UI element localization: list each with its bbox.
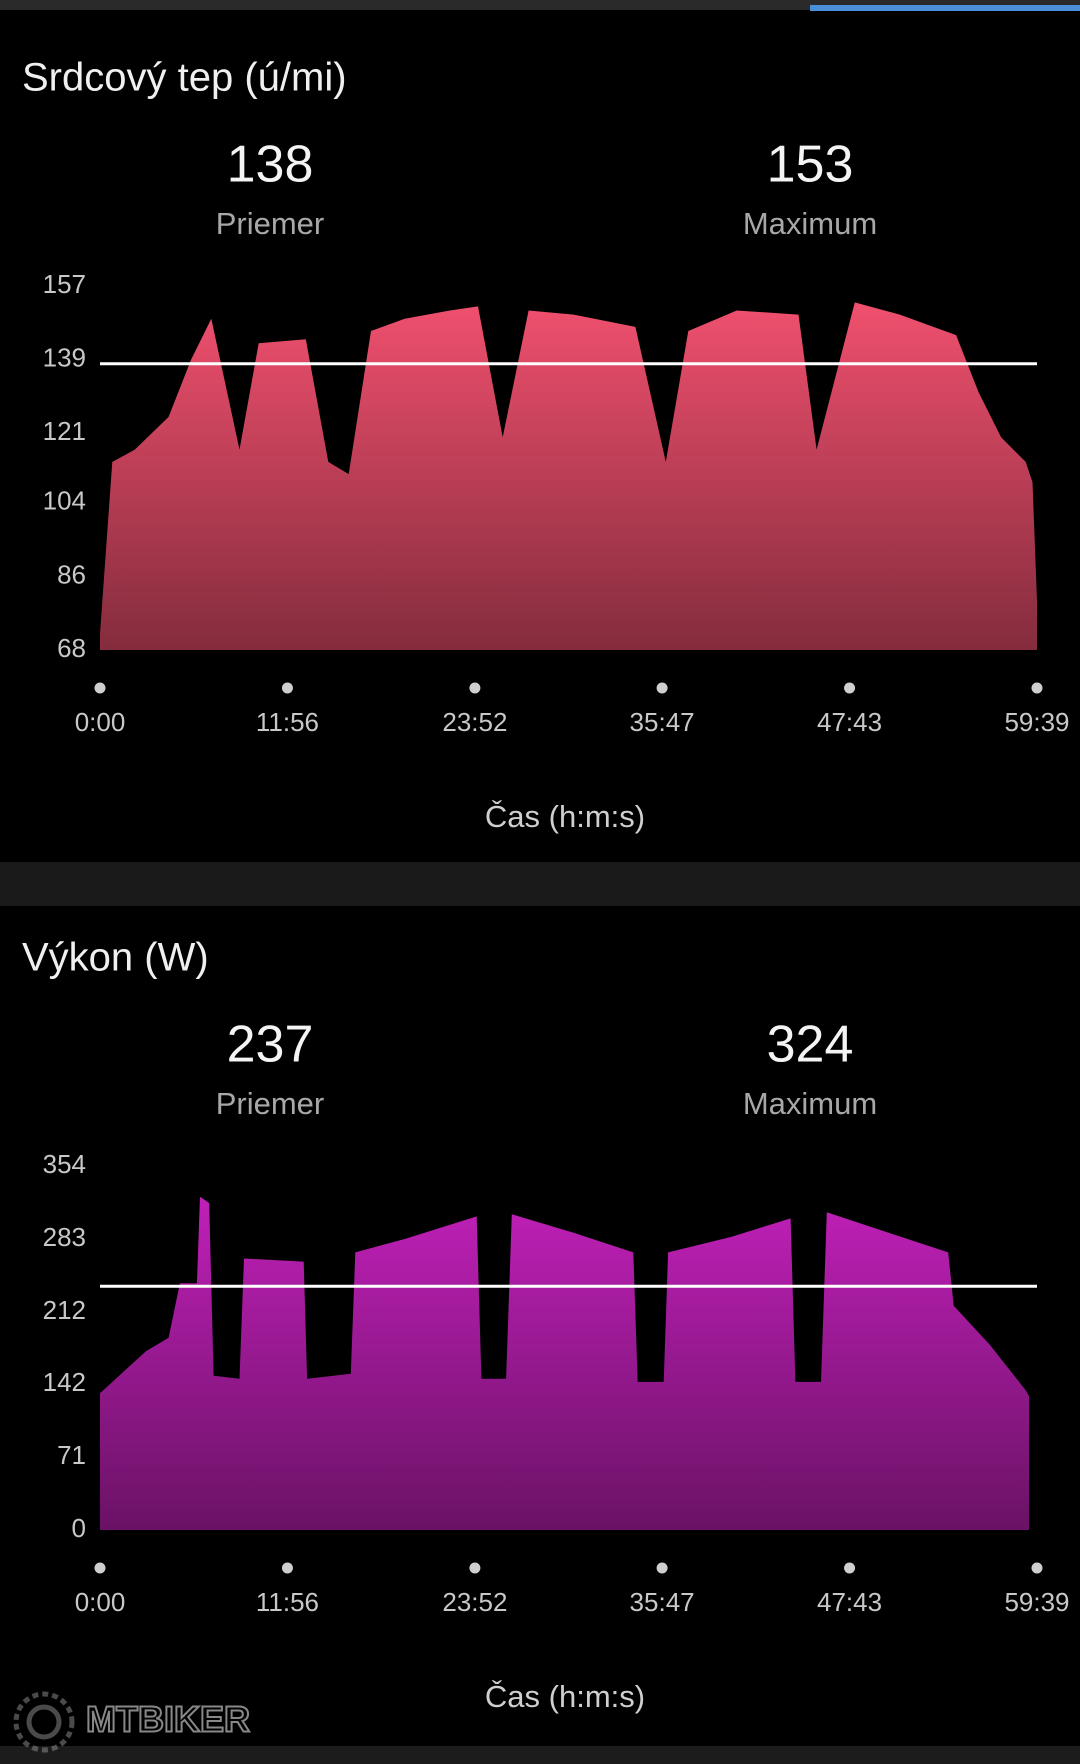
chart-title: Výkon (W) bbox=[22, 936, 209, 980]
y-tick-label: 157 bbox=[43, 269, 86, 299]
y-tick-label: 139 bbox=[43, 342, 86, 372]
x-axis-title: Čas (h:m:s) bbox=[485, 799, 645, 834]
x-tick-label: 47:43 bbox=[817, 707, 882, 737]
x-axis-title: Čas (h:m:s) bbox=[485, 1679, 645, 1714]
x-tick-label: 11:56 bbox=[256, 1587, 319, 1617]
progress-indicator bbox=[810, 5, 1080, 11]
stat-label: Maximum bbox=[743, 206, 877, 241]
x-tick-dot bbox=[469, 1562, 481, 1574]
x-tick-label: 0:00 bbox=[75, 1587, 126, 1617]
section-divider bbox=[0, 862, 1080, 906]
x-tick-dot bbox=[844, 682, 856, 694]
stat-label: Priemer bbox=[216, 1086, 325, 1121]
x-tick-dot bbox=[844, 1562, 856, 1574]
bottom-bar bbox=[0, 1746, 1080, 1764]
watermark-logo bbox=[13, 1691, 75, 1753]
x-tick-dot bbox=[94, 682, 106, 694]
x-tick-dot bbox=[1031, 1562, 1043, 1574]
stat-label: Priemer bbox=[216, 206, 325, 241]
x-tick-label: 23:52 bbox=[442, 707, 507, 737]
x-tick-dot bbox=[656, 1562, 668, 1574]
area bbox=[100, 302, 1037, 650]
y-tick-label: 354 bbox=[43, 1149, 86, 1179]
x-tick-label: 35:47 bbox=[630, 1587, 695, 1617]
y-tick-label: 104 bbox=[43, 486, 86, 516]
x-tick-label: 59:39 bbox=[1004, 1587, 1069, 1617]
x-tick-dot bbox=[94, 1562, 106, 1574]
x-tick-label: 0:00 bbox=[75, 707, 126, 737]
y-tick-label: 121 bbox=[43, 416, 86, 446]
chart-title: Srdcový tep (ú/mi) bbox=[22, 56, 347, 100]
stat-value: 324 bbox=[767, 1016, 854, 1074]
stat-value: 138 bbox=[227, 136, 314, 194]
y-tick-label: 86 bbox=[57, 559, 86, 589]
stat-value: 237 bbox=[227, 1016, 314, 1074]
x-tick-label: 59:39 bbox=[1004, 707, 1069, 737]
stat-value: 153 bbox=[767, 136, 854, 194]
area bbox=[100, 1196, 1030, 1530]
x-tick-dot bbox=[469, 682, 481, 694]
x-tick-dot bbox=[1031, 682, 1043, 694]
y-tick-label: 68 bbox=[57, 633, 86, 663]
x-tick-dot bbox=[281, 682, 293, 694]
x-tick-dot bbox=[281, 1562, 293, 1574]
x-tick-label: 11:56 bbox=[256, 707, 319, 737]
y-tick-label: 142 bbox=[43, 1367, 86, 1397]
watermark: MTBIKER bbox=[86, 1699, 250, 1740]
stat-label: Maximum bbox=[743, 1086, 877, 1121]
x-tick-label: 47:43 bbox=[817, 1587, 882, 1617]
y-tick-label: 283 bbox=[43, 1222, 86, 1252]
x-tick-dot bbox=[656, 682, 668, 694]
top-bar bbox=[0, 0, 1080, 10]
x-tick-label: 35:47 bbox=[630, 707, 695, 737]
y-tick-label: 212 bbox=[43, 1295, 86, 1325]
y-tick-label: 71 bbox=[57, 1440, 86, 1470]
y-tick-label: 0 bbox=[72, 1513, 86, 1543]
x-tick-label: 23:52 bbox=[442, 1587, 507, 1617]
